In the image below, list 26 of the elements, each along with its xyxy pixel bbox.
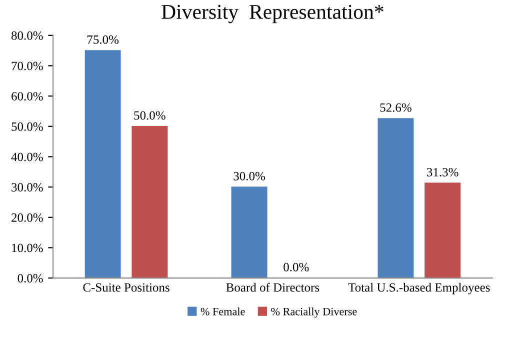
x-tick-label: Board of Directors xyxy=(226,282,320,292)
y-tick-label: 20.0% xyxy=(12,213,43,222)
y-tick-label: 40.0% xyxy=(11,152,43,162)
bar xyxy=(84,50,121,278)
y-tick-label: 30.0% xyxy=(12,183,43,192)
data-label: 31.3% xyxy=(427,168,458,176)
bar xyxy=(424,182,461,278)
legend-label: % Racially Diverse xyxy=(271,308,357,318)
bar xyxy=(231,186,268,278)
legend-label: % Female xyxy=(200,308,245,316)
data-label: 75.0% xyxy=(88,35,119,44)
data-label: 50.0% xyxy=(134,111,166,120)
x-tick-label: Total U.S.-based Employees xyxy=(348,282,490,294)
data-label: 30.0% xyxy=(234,172,265,180)
y-tick-label: 50.0% xyxy=(12,122,43,131)
bar xyxy=(132,126,168,278)
chart-title: Diversity Representation* xyxy=(162,4,384,24)
y-tick-label: 80.0% xyxy=(11,31,43,40)
data-label: 52.6% xyxy=(380,103,412,112)
bar xyxy=(378,118,414,278)
y-tick-label: 0.0% xyxy=(18,274,43,283)
y-tick-label: 70.0% xyxy=(12,62,43,70)
y-tick-label: 60.0% xyxy=(12,92,43,101)
x-tick-label: C-Suite Positions xyxy=(83,283,170,292)
y-tick-label: 10.0% xyxy=(12,244,43,252)
data-label: 0.0% xyxy=(284,262,309,272)
